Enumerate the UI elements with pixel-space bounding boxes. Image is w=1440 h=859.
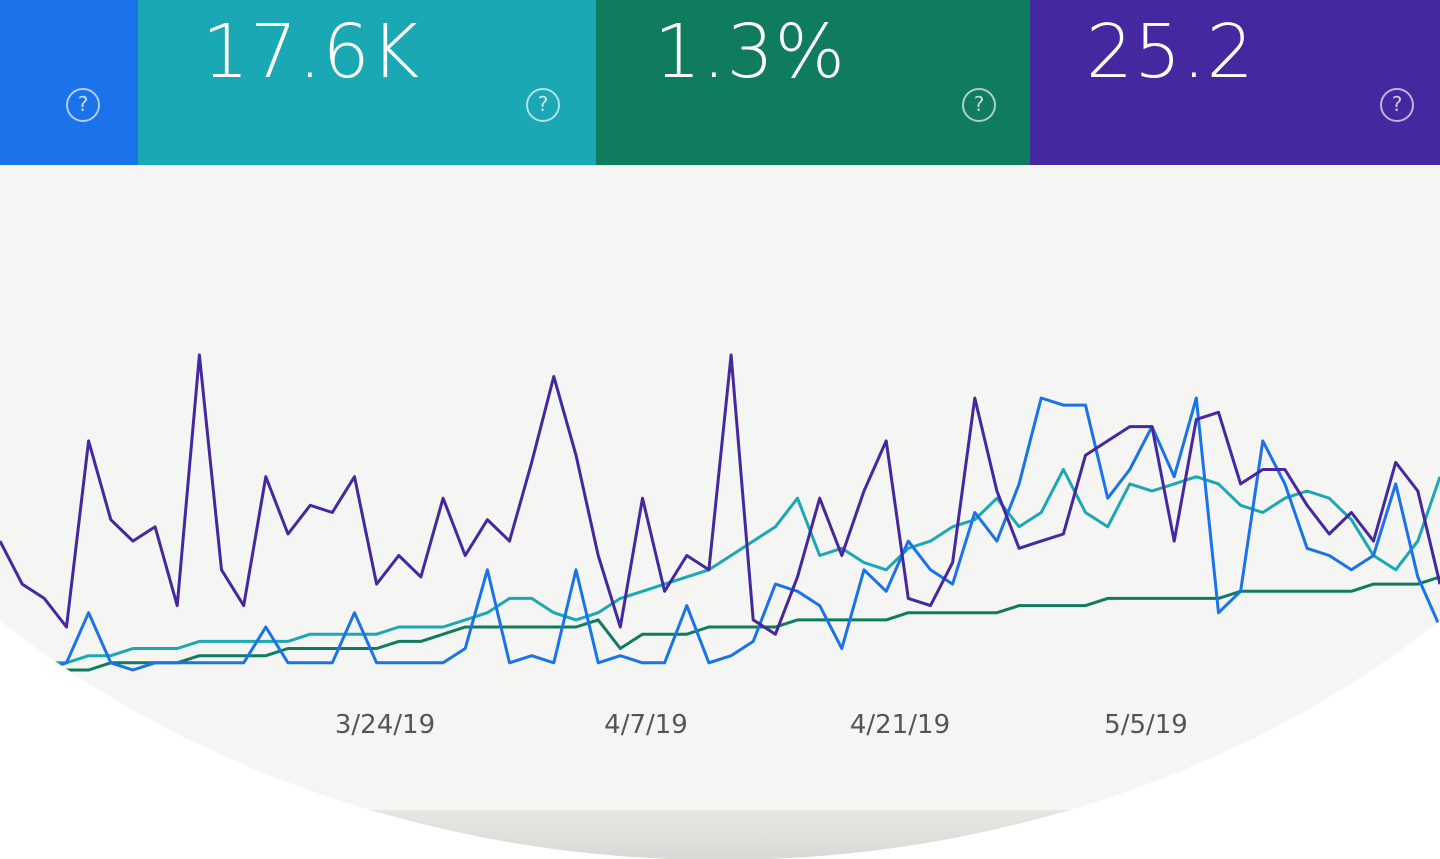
series-line-1 [0, 396, 1440, 672]
help-icon[interactable]: ? [1380, 88, 1414, 122]
metric-card-ctr[interactable]: 1.3% ? [596, 0, 1030, 165]
metric-card-clicks[interactable]: 17.6K ? [138, 0, 596, 165]
series-line-3 [0, 575, 1440, 672]
performance-chart-panel: 3/24/19 4/7/19 4/21/19 5/5/19 [0, 165, 1440, 812]
metric-cards-row: ? 17.6K ? 1.3% ? 25.2 ? [0, 0, 1440, 165]
metric-card-value: 25.2 [1086, 9, 1255, 95]
x-tick-label: 3/24/19 [335, 710, 435, 740]
help-icon[interactable]: ? [66, 88, 100, 122]
metric-card-impressions[interactable]: ? [0, 0, 138, 165]
help-icon[interactable]: ? [962, 88, 996, 122]
metric-card-position[interactable]: 25.2 ? [1030, 0, 1440, 165]
x-tick-label: 4/7/19 [604, 710, 688, 740]
x-tick-label: 4/21/19 [850, 710, 950, 740]
series-line-0 [0, 353, 1440, 636]
metric-card-value: 17.6K [202, 9, 421, 95]
x-tick-label: 5/5/19 [1104, 710, 1188, 740]
metric-card-value: 1.3% [654, 9, 846, 95]
series-line-2 [0, 468, 1440, 672]
performance-line-chart: 3/24/19 4/7/19 4/21/19 5/5/19 [0, 353, 1440, 740]
help-icon[interactable]: ? [526, 88, 560, 122]
monitor-bezel [0, 810, 1440, 859]
